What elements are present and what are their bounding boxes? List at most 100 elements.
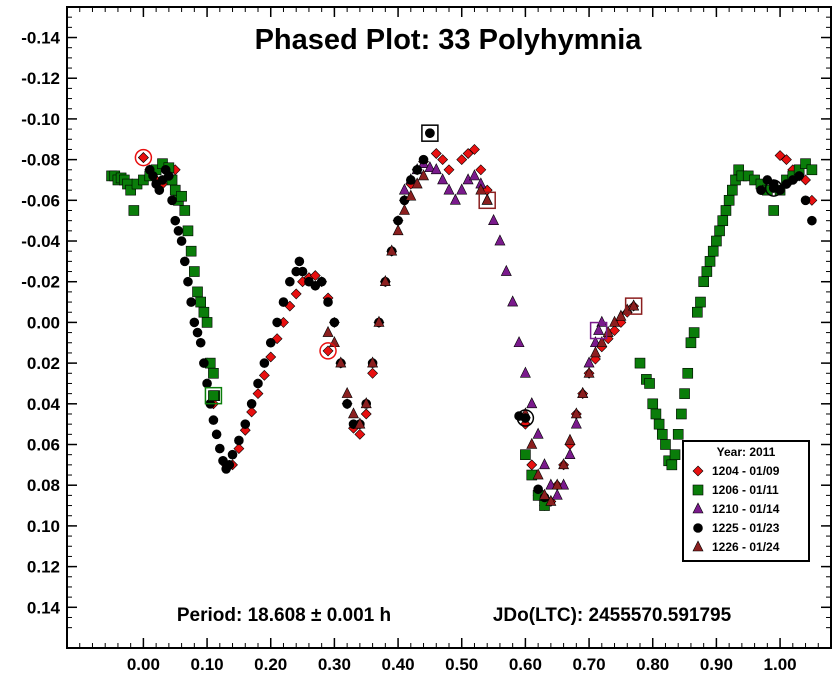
data-point [430,148,442,159]
data-point [551,488,563,500]
x-tick-label: 0.50 [445,655,478,674]
y-tick-label: 0.12 [27,558,60,577]
data-point [329,317,340,328]
y-tick-label: 0.06 [27,436,60,455]
data-point [335,356,347,368]
y-tick-label: -0.12 [21,69,60,88]
data-point [195,296,206,308]
data-point [644,378,655,389]
data-point [405,175,416,185]
y-tick-label: 0.08 [27,476,60,495]
series-3 [144,128,817,503]
data-point [272,317,282,328]
data-point [666,459,678,471]
data-point [437,173,449,185]
data-point [360,408,372,420]
data-point [806,164,818,176]
data-point [316,276,327,287]
data-point [443,183,455,195]
data-point [354,428,366,440]
data-point [437,154,449,166]
data-point [424,161,436,173]
data-point [682,367,694,379]
data-point [794,171,804,181]
legend-marker [692,465,704,477]
data-point [615,309,627,321]
data-point [691,306,703,318]
legend-label: 1204 - 01/09 [712,464,780,478]
data-point [650,408,662,420]
data-point [676,408,687,420]
data-point [669,449,681,460]
data-point [342,399,352,409]
x-tick-label: 0.20 [254,655,287,674]
legend-label: 1210 - 01/14 [712,502,780,516]
highlight-ring [764,179,783,197]
data-point [170,215,181,226]
data-point [539,458,550,470]
data-point [456,154,468,166]
y-tick-label: 0.00 [27,313,60,332]
data-point [198,306,210,318]
data-point [183,276,193,287]
data-point [398,203,410,215]
data-point [609,315,621,327]
data-point [707,245,719,257]
data-point [526,397,538,409]
series-1 [106,158,818,511]
highlight-box [624,297,643,315]
data-point [583,366,595,378]
data-point [252,388,264,400]
y-tick-label: 0.10 [27,517,60,536]
data-point [688,327,700,338]
data-point [367,367,379,379]
data-point [176,190,187,202]
x-tick-label: 0.90 [700,655,733,674]
highlight-point [481,193,493,205]
data-point [679,388,690,399]
data-point [602,325,614,337]
data-point [564,448,576,459]
data-point [570,407,582,419]
data-point [494,234,506,246]
legend-label: 1225 - 01/23 [712,521,780,535]
data-point [589,346,601,358]
data-point [240,419,251,429]
data-point [297,266,308,277]
data-point [258,369,270,381]
data-point [469,144,480,155]
x-tick-label: 0.00 [127,655,160,674]
chart-title: Phased Plot: 33 Polyhymnia [255,24,643,56]
y-tick-label: 0.14 [27,598,61,617]
data-point [609,325,620,336]
data-point [456,183,468,195]
data-point [500,264,512,276]
x-tick-label: 1.00 [764,655,797,674]
data-point [774,150,786,161]
x-tick-label: 0.60 [509,655,542,674]
highlight-box [589,321,608,340]
highlighted-points [134,124,783,427]
highlight-box [421,124,439,142]
data-point [246,399,257,409]
data-point [449,193,461,205]
highlight-ring [516,409,535,427]
data-point [545,494,557,506]
data-point [411,177,423,189]
highlight-ring [319,342,337,360]
highlight-point [768,183,779,193]
y-tick-label: -0.14 [21,29,60,48]
data-point [246,406,258,418]
legend-marker [692,540,704,552]
axis-tick-labels: 0.00 0.10 0.20 0.30 0.40 0.50 0.60 0.70 0.80 0.90… [21,29,796,674]
y-tick-label: 0.04 [27,395,61,414]
highlight-box [478,191,496,210]
legend-marker [692,502,704,514]
data-point [253,378,263,389]
data-point [182,225,194,237]
data-point [513,336,525,348]
data-point [714,225,725,237]
data-point [354,417,366,429]
y-tick-label: 0.02 [27,354,60,373]
